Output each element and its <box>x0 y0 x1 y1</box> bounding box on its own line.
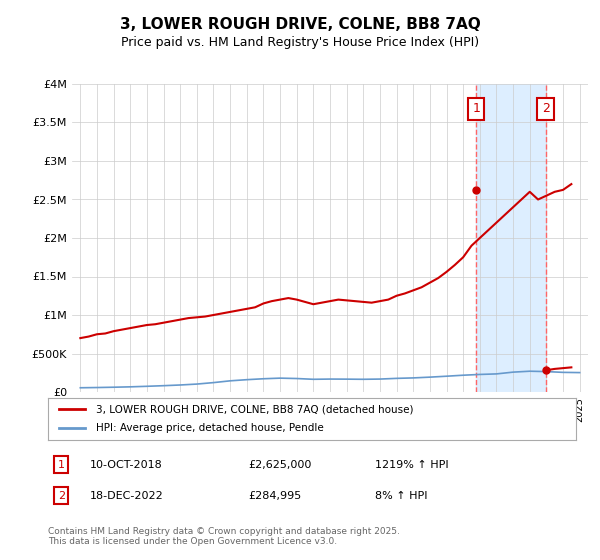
Text: Contains HM Land Registry data © Crown copyright and database right 2025.
This d: Contains HM Land Registry data © Crown c… <box>48 526 400 546</box>
Text: 10-OCT-2018: 10-OCT-2018 <box>90 460 163 470</box>
Text: Price paid vs. HM Land Registry's House Price Index (HPI): Price paid vs. HM Land Registry's House … <box>121 36 479 49</box>
Text: 2: 2 <box>58 491 65 501</box>
Text: 3, LOWER ROUGH DRIVE, COLNE, BB8 7AQ (detached house): 3, LOWER ROUGH DRIVE, COLNE, BB8 7AQ (de… <box>95 404 413 414</box>
Text: 1: 1 <box>472 102 480 115</box>
Text: £2,625,000: £2,625,000 <box>248 460 312 470</box>
Text: 8% ↑ HPI: 8% ↑ HPI <box>376 491 428 501</box>
Bar <box>476 84 546 392</box>
Text: 18-DEC-2022: 18-DEC-2022 <box>90 491 164 501</box>
Text: 1219% ↑ HPI: 1219% ↑ HPI <box>376 460 449 470</box>
Text: HPI: Average price, detached house, Pendle: HPI: Average price, detached house, Pend… <box>95 423 323 433</box>
Text: 1: 1 <box>58 460 65 470</box>
Text: 2: 2 <box>542 102 550 115</box>
Text: 3, LOWER ROUGH DRIVE, COLNE, BB8 7AQ: 3, LOWER ROUGH DRIVE, COLNE, BB8 7AQ <box>119 17 481 32</box>
Text: £284,995: £284,995 <box>248 491 302 501</box>
